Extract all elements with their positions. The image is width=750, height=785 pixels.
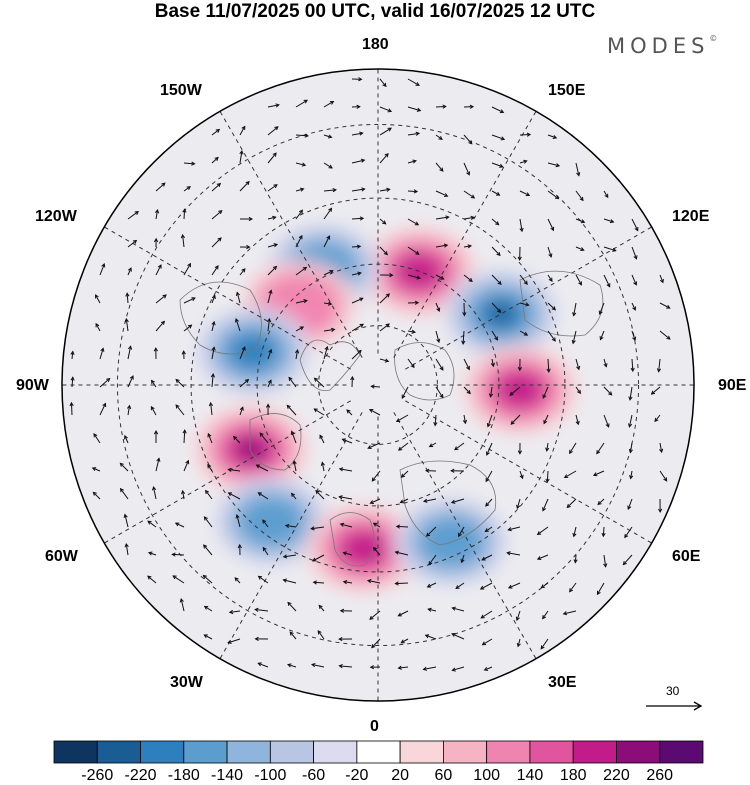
colorbar-tick-label: 180 — [560, 767, 587, 785]
lon-label-90e: 90E — [718, 377, 746, 395]
anomaly-low-canada — [231, 334, 275, 368]
reference-vector — [646, 702, 701, 710]
colorbar-tick-label: 100 — [473, 767, 500, 785]
colorbar-tick-label: -140 — [211, 767, 243, 785]
colorbar-bin — [573, 741, 616, 763]
anomaly-low-east-siberia — [488, 304, 514, 324]
wind-arrow — [71, 403, 72, 415]
lon-label-180: 180 — [362, 36, 389, 54]
colorbar-bin — [314, 741, 357, 763]
colorbar-bin — [54, 741, 97, 763]
map-background — [62, 69, 694, 701]
colorbar-tick-label: -180 — [168, 767, 200, 785]
colorbar-tick-label: -100 — [254, 767, 286, 785]
colorbar-bin — [400, 741, 443, 763]
reference-vector-label: 30 — [666, 684, 679, 698]
lon-label-150w: 150W — [160, 82, 202, 100]
anomaly-high-western-europe — [342, 531, 386, 565]
colorbar-tick-label: 140 — [517, 767, 544, 785]
lon-label-60e: 60E — [672, 548, 700, 566]
colorbar-bin — [270, 741, 313, 763]
wind-arrow — [395, 583, 408, 584]
colorbar-bin — [530, 741, 573, 763]
colorbar-tick-label: 260 — [646, 767, 673, 785]
colorbar-tick-label: -20 — [345, 767, 368, 785]
colorbar-tick-label: -260 — [81, 767, 113, 785]
lon-label-150e: 150E — [548, 82, 585, 100]
colorbar-tick-label: 20 — [391, 767, 409, 785]
colorbar-tick-label: 220 — [603, 767, 630, 785]
lon-label-120w: 120W — [35, 208, 77, 226]
anomaly-high-central-asia — [498, 373, 542, 407]
lon-label-30w: 30W — [170, 674, 203, 692]
anomaly-high-labrador — [238, 439, 264, 459]
lon-label-30e: 30E — [548, 674, 576, 692]
lon-label-120e: 120E — [672, 208, 709, 226]
colorbar-tick-label: 60 — [434, 767, 452, 785]
colorbar-tick-label: -60 — [302, 767, 325, 785]
colorbar-bin — [357, 741, 400, 763]
colorbar-bin — [616, 741, 659, 763]
colorbar — [54, 741, 703, 763]
colorbar-bin — [443, 741, 486, 763]
lon-label-60w: 60W — [45, 548, 78, 566]
colorbar-bin — [97, 741, 140, 763]
colorbar-bin — [141, 741, 184, 763]
lon-label-90w: 90W — [16, 377, 49, 395]
colorbar-bin — [660, 741, 703, 763]
lon-label-0: 0 — [370, 718, 379, 736]
colorbar-bin — [227, 741, 270, 763]
colorbar-bin — [184, 741, 227, 763]
colorbar-tick-label: -220 — [125, 767, 157, 785]
colorbar-bin — [487, 741, 530, 763]
